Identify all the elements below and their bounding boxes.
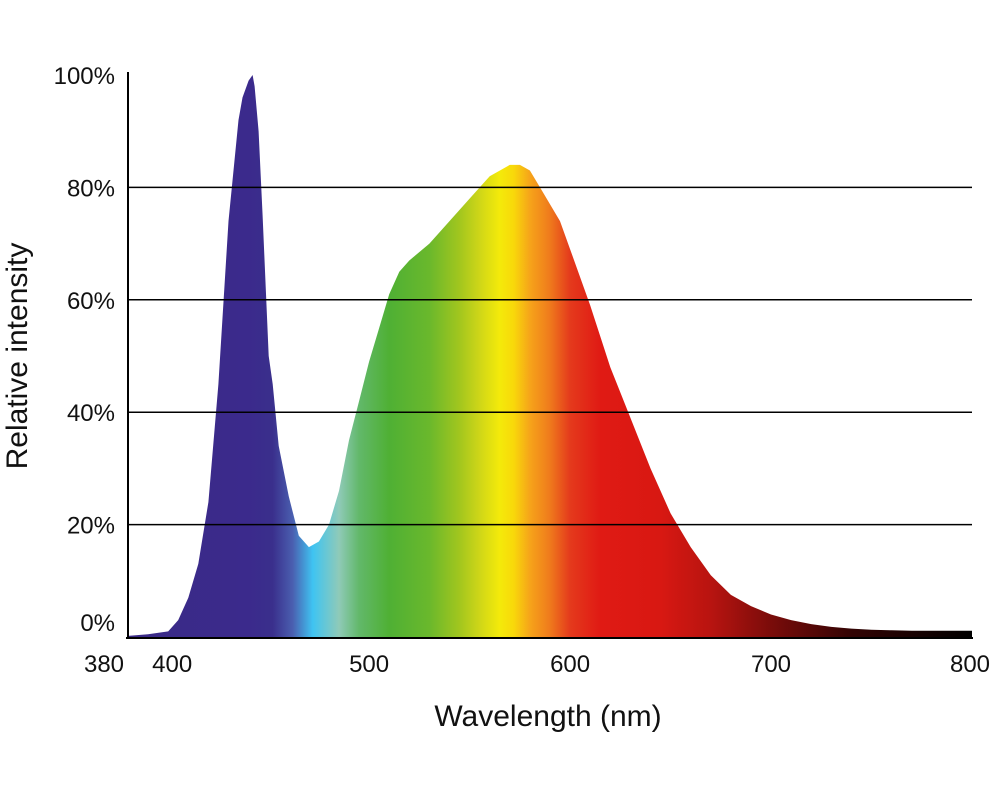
y-tick-labels: 0% 20% 40% 60% 80% 100%	[54, 63, 115, 637]
y-tick-label: 80%	[67, 175, 115, 202]
x-tick-label: 500	[349, 651, 389, 678]
x-axis-title: Wavelength (nm)	[434, 700, 661, 733]
x-tick-label: 380	[84, 651, 124, 678]
y-tick-label: 20%	[67, 513, 115, 540]
y-axis-title: Relative intensity	[1, 243, 34, 470]
spectrum-area	[128, 75, 972, 637]
x-tick-label: 600	[550, 651, 590, 678]
y-tick-label: 40%	[67, 400, 115, 427]
plot-area	[128, 75, 972, 637]
y-tick-label: 100%	[54, 63, 115, 90]
x-tick-labels: 380 400 500 600 700 800	[84, 651, 990, 678]
y-tick-label: 60%	[67, 288, 115, 315]
axes	[126, 72, 973, 639]
x-tick-label: 800	[950, 651, 990, 678]
gridlines	[128, 186, 972, 526]
x-tick-label: 400	[152, 651, 192, 678]
x-tick-label: 700	[751, 651, 791, 678]
y-tick-label: 0%	[80, 610, 115, 637]
